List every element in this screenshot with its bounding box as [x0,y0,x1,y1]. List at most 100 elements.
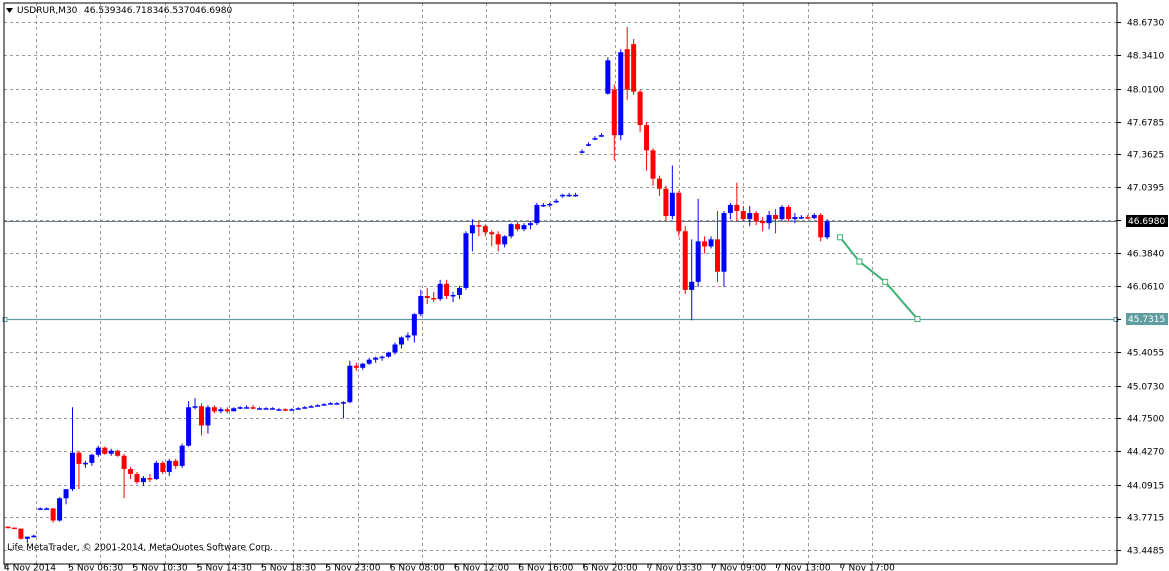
candle-body [798,217,804,219]
y-tick-label: 45.0730 [1127,383,1164,393]
y-tick-label: 44.0915 [1127,482,1164,492]
forecast-point [882,278,889,285]
candle [398,336,404,349]
candle [82,460,88,468]
candle [592,136,598,141]
candle-body [31,535,37,538]
x-tick-label: 6 Nov 08:00 [390,564,445,571]
open-value: 46.5393 [84,6,121,16]
candle [192,398,198,410]
candle [482,224,488,237]
candle-body [644,125,650,151]
candle [637,89,643,133]
candle-body [734,204,740,212]
candle-body [173,460,179,466]
candle [560,193,566,198]
candle-body [785,206,791,220]
forecast-path [839,236,919,320]
level-price-tag-bg [1126,313,1168,325]
forecast-line[interactable] [837,234,921,323]
candle [57,497,63,522]
candle-body [450,294,456,297]
candle [656,175,662,196]
candle [250,405,256,410]
x-tick-label: 6 Nov 12:00 [454,564,509,571]
y-tick-label: 47.3625 [1127,151,1164,161]
candle-body [818,215,824,238]
candle-body [282,409,288,411]
candle [276,408,282,411]
candle [237,406,243,410]
candle [179,443,185,468]
candle-body [715,239,720,272]
candle [44,507,50,510]
candle-body [398,337,404,345]
candle [760,217,766,232]
candle-body [469,225,475,234]
candle-body [457,287,462,295]
candle [24,536,30,543]
candle-body [108,450,114,454]
candle-body [779,206,785,220]
candle-body [740,211,746,220]
candle [11,527,17,530]
candle [315,404,321,407]
candle [715,211,720,282]
candle-body [527,223,533,226]
candle [457,285,462,300]
candle-body [44,508,50,510]
candle [702,236,708,254]
candle-body [431,297,437,300]
horizontal-levels [2,221,1119,322]
y-tick-label: 44.4270 [1127,448,1164,458]
candle [689,239,695,321]
candle-body [308,406,314,408]
candle [818,213,824,242]
candle-body [792,217,798,220]
candles [5,26,830,543]
candle [773,208,779,234]
candle [476,221,482,237]
candle [108,448,114,456]
candle [444,279,450,300]
candle [128,466,134,480]
candle [424,287,430,305]
candle [566,192,572,197]
candle-body [334,403,340,405]
candle-body [618,52,624,136]
y-tick-label: 43.7715 [1127,514,1164,524]
candle [740,205,746,222]
chart-menu-icon[interactable] [6,8,13,13]
y-tick-label: 46.3840 [1127,250,1164,260]
candle-body [708,239,714,247]
candle-body [663,188,669,217]
level-handle-left [2,317,8,322]
candle [147,473,153,483]
candle-body [753,213,759,222]
candle-body [418,295,424,315]
x-tick-label: 4 Nov 2014 [4,564,56,571]
x-tick-label: 7 Nov 03:30 [647,564,702,571]
candle-body [57,498,63,521]
candle-body [18,528,24,539]
candle-body [811,215,817,219]
candle-body [534,204,540,224]
candle [89,453,95,466]
candle-body [611,89,617,136]
candle [386,351,392,358]
candle-body [695,241,701,282]
candle-body [592,138,598,140]
candle [121,453,127,499]
candle-body [463,233,469,288]
candle-body [656,178,662,189]
y-tick-label: 44.7500 [1127,415,1164,425]
candle-body [747,213,753,220]
candle [721,211,727,287]
candle-body [340,402,346,404]
candle-body [476,225,482,227]
candle [534,202,540,226]
candle-body [186,407,192,446]
candle-body [444,283,450,296]
candle [231,407,237,412]
